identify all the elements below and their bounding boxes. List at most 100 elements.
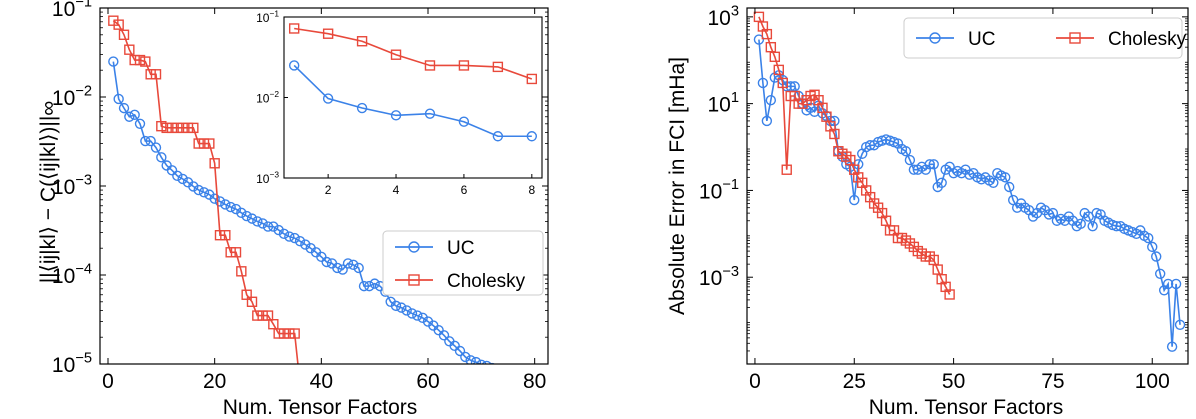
left-series-uc-point: [460, 351, 471, 363]
inset-series-uc-point: [424, 108, 436, 119]
left-series-cholesky-point: [241, 289, 252, 300]
inset-series-uc-point: [526, 131, 538, 142]
left-series-uc-point: [488, 362, 496, 364]
left-series-cholesky-point: [145, 69, 156, 80]
right-series-uc-point: [1174, 319, 1186, 331]
left-series-uc-point: [465, 355, 476, 364]
right-legend-uc-marker: [929, 32, 941, 44]
left-series-uc-point: [172, 170, 183, 182]
right-series-uc-point: [1170, 278, 1182, 290]
inset-series-cholesky-line: [294, 27, 533, 80]
left-series-uc-point: [177, 173, 188, 185]
left-series-cholesky-point: [113, 19, 124, 30]
inset-y-tick-label: 10−2: [256, 89, 279, 105]
right-y-axis-label: Absolute Error in FCI [mHa]: [666, 57, 689, 315]
right-legend-cholesky-label: Cholesky: [1108, 29, 1187, 50]
left-series-cholesky-point: [262, 310, 274, 321]
right-series-uc-point: [1147, 241, 1158, 253]
inset-frame: [283, 16, 543, 179]
left-series-uc-point: [145, 135, 156, 147]
left-series-uc-point: [476, 359, 487, 364]
right-series-uc-point: [1166, 341, 1178, 352]
right-series-cholesky-point: [753, 11, 765, 23]
left-series-cholesky-point: [273, 328, 284, 339]
left-series-uc-point: [150, 142, 162, 153]
left-series-uc-point: [316, 251, 327, 263]
left-series-uc-point: [230, 203, 242, 215]
left-series-layer: [108, 15, 518, 390]
right-axes-layer: 0 25 50 75 100 10−3 10−1 101 103: [699, 3, 1188, 393]
inset-x-tick-label: 6: [461, 183, 468, 197]
right-series-uc-point: [761, 115, 773, 127]
chart-right: 0 25 50 75 100 10−3 10−1 101 103 Num. Tensor Fac…: [666, 3, 1189, 419]
inset-series-uc-point: [390, 110, 402, 121]
left-legend-cholesky-label: Cholesky: [447, 271, 526, 292]
left-series-uc-point: [225, 201, 236, 213]
right-x-tick-label: 75: [1041, 370, 1064, 393]
left-series-uc-point: [188, 181, 199, 192]
right-series-uc-point: [757, 77, 769, 89]
right-series-uc-point: [1154, 268, 1166, 279]
left-series-uc-point: [348, 259, 359, 271]
left-series-uc-point: [118, 102, 130, 114]
right-x-tick-label: 100: [1135, 370, 1170, 393]
left-y-tick-label: 10−1: [52, 0, 92, 21]
inset-series-cholesky-point: [390, 49, 402, 60]
left-series-cholesky-point: [296, 379, 305, 388]
left-series-uc-point: [454, 345, 466, 357]
inset-x-tick-label: 2: [325, 183, 332, 197]
left-series-uc-line: [112, 61, 482, 364]
left-series-cholesky-point: [230, 247, 242, 258]
inset-series-uc-point: [356, 102, 368, 114]
left-series-uc-point: [278, 228, 290, 240]
left-series-uc-point: [252, 216, 263, 227]
inset-x-tick-label: 4: [393, 183, 400, 197]
left-series-uc-point: [241, 210, 252, 222]
left-axes-layer: 0 20 40 60 80 10−5 10−4 10−3 10−2 10−1: [52, 0, 548, 393]
left-series-uc-point: [438, 330, 450, 341]
right-series-uc-point: [1075, 218, 1086, 230]
right-series-cholesky-point: [777, 77, 788, 89]
right-series-cholesky-point: [781, 164, 792, 175]
right-series-uc-point: [936, 177, 947, 188]
inset-series-cholesky-point: [322, 28, 334, 39]
left-series-uc-point: [509, 381, 518, 390]
right-series-uc-point: [1151, 251, 1162, 262]
left-series-uc-point: [140, 135, 151, 147]
right-legend-cholesky-marker: [1069, 32, 1081, 44]
right-y-tick-label: 103: [707, 3, 739, 29]
left-series-uc-point: [246, 213, 258, 224]
right-legend: UC Cholesky: [903, 17, 1187, 59]
right-series-uc-point: [988, 177, 999, 188]
left-series-uc-point: [353, 262, 364, 274]
left-series-cholesky-point: [220, 230, 231, 241]
left-series-cholesky-point: [214, 230, 226, 241]
inset-series-cholesky-point: [526, 73, 538, 85]
left-series-cholesky-point: [268, 319, 279, 330]
left-series-uc-point: [108, 56, 119, 67]
right-series-layer: [753, 11, 1186, 352]
left-series-uc-point: [412, 310, 423, 321]
left-series-uc-point: [481, 360, 492, 364]
left-series-uc-point: [300, 239, 311, 250]
left-series-cholesky-point: [236, 266, 247, 277]
left-series-uc-point: [390, 300, 402, 312]
left-series-uc-point: [124, 111, 135, 122]
left-x-tick-label: 40: [310, 370, 333, 393]
right-series-cholesky-point: [769, 51, 781, 63]
inset-series-uc-point: [322, 93, 334, 104]
left-series-cholesky-point: [134, 54, 146, 66]
inset-series-uc-point: [492, 131, 504, 142]
left-series-uc-point: [406, 308, 418, 319]
right-series-cholesky-point: [944, 289, 955, 300]
left-series-uc-point: [493, 368, 502, 377]
right-series-uc-point: [1087, 220, 1098, 232]
inset-series-cholesky-point: [424, 60, 436, 71]
inset-y-tick-label: 10−1: [256, 9, 279, 25]
inset-series-uc-point: [288, 60, 300, 71]
left-series-cholesky-point: [289, 328, 300, 339]
inset-series-cholesky-point: [356, 36, 368, 47]
left-series-uc-point: [134, 118, 146, 129]
right-series-uc-point: [1000, 172, 1011, 183]
right-legend-uc-label: UC: [968, 29, 995, 50]
